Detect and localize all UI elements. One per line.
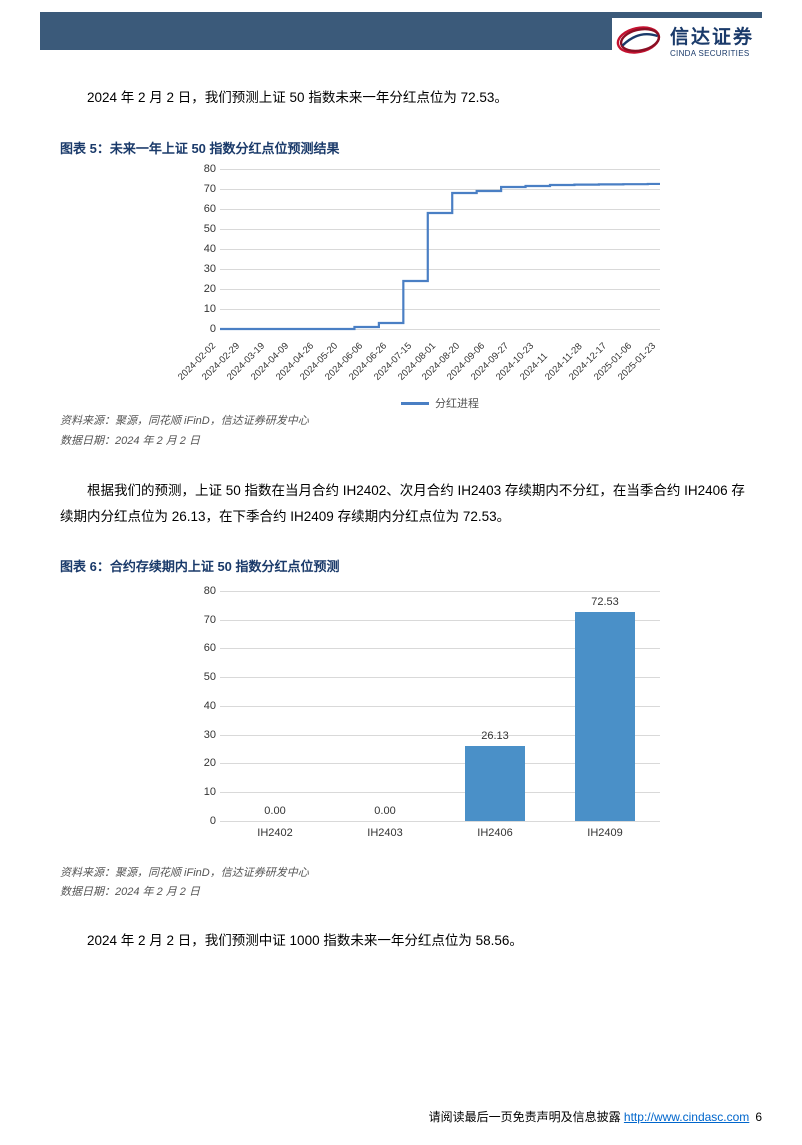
chart6-xlabel: IH2409	[587, 827, 622, 839]
chart5-ytick: 10	[190, 303, 216, 315]
chart5-legend: 分红进程	[401, 395, 479, 411]
chart6-bar	[465, 746, 526, 821]
footer-prefix: 请阅读最后一页免责声明及信息披露	[429, 1110, 624, 1124]
chart5-ytick: 80	[190, 163, 216, 175]
intro-paragraph: 2024 年 2 月 2 日，我们预测上证 50 指数未来一年分红点位为 72.…	[60, 86, 754, 110]
chart5-ytick: 40	[190, 243, 216, 255]
company-logo: 信达证券 CINDA SECURITIES	[612, 18, 762, 62]
chart6-ytick: 70	[190, 614, 216, 626]
chart6-bar-chart: 0 10 20 30 40 50 60 70 80 0.00 IH2402 0.00 IH2403 26.…	[180, 583, 700, 863]
chart6-value-label: 0.00	[374, 805, 395, 817]
chart6-xlabel: IH2403	[367, 827, 402, 839]
chart5-ytick: 30	[190, 263, 216, 275]
chart5-ytick: 70	[190, 183, 216, 195]
logo-name-cn: 信达证券	[670, 22, 754, 49]
chart5-title: 图表 5：未来一年上证 50 指数分红点位预测结果	[60, 138, 754, 157]
page-footer: 请阅读最后一页免责声明及信息披露 http://www.cindasc.com 6	[429, 1108, 762, 1125]
footer-link[interactable]: http://www.cindasc.com	[624, 1110, 749, 1124]
chart6-ytick: 80	[190, 585, 216, 597]
chart6-xlabel: IH2402	[257, 827, 292, 839]
chart5-date: 数据日期：2024 年 2 月 2 日	[60, 433, 754, 451]
chart6-bar	[575, 612, 636, 821]
chart6-value-label: 0.00	[264, 805, 285, 817]
chart6-date: 数据日期：2024 年 2 月 2 日	[60, 884, 754, 902]
chart6-ytick: 30	[190, 729, 216, 741]
chart5-ytick: 0	[190, 323, 216, 335]
chart5-ytick: 50	[190, 223, 216, 235]
chart6-value-label: 26.13	[481, 730, 509, 742]
chart6-xlabel: IH2406	[477, 827, 512, 839]
chart6-ytick: 50	[190, 671, 216, 683]
chart5-legend-label: 分红进程	[435, 395, 479, 411]
chart5-source: 资料来源：聚源，同花顺 iFinD，信达证券研发中心	[60, 413, 754, 431]
logo-name-en: CINDA SECURITIES	[670, 49, 754, 58]
chart5-ytick: 60	[190, 203, 216, 215]
chart6-ytick: 20	[190, 757, 216, 769]
chart5-ytick: 20	[190, 283, 216, 295]
chart5-line-chart: 010203040506070802024-02-022024-02-29202…	[180, 161, 700, 411]
chart6-ytick: 40	[190, 700, 216, 712]
bottom-paragraph: 2024 年 2 月 2 日，我们预测中证 1000 指数未来一年分红点位为 5…	[60, 928, 754, 954]
page-number: 6	[755, 1110, 762, 1124]
chart6-value-label: 72.53	[591, 596, 619, 608]
mid-paragraph: 根据我们的预测，上证 50 指数在当月合约 IH2402、次月合约 IH2403…	[60, 478, 754, 529]
chart6-ytick: 60	[190, 642, 216, 654]
logo-swirl-icon	[616, 20, 664, 60]
chart6-title: 图表 6：合约存续期内上证 50 指数分红点位预测	[60, 556, 754, 575]
chart6-ytick: 0	[190, 815, 216, 827]
chart6-source: 资料来源：聚源，同花顺 iFinD，信达证券研发中心	[60, 865, 754, 883]
chart6-ytick: 10	[190, 786, 216, 798]
